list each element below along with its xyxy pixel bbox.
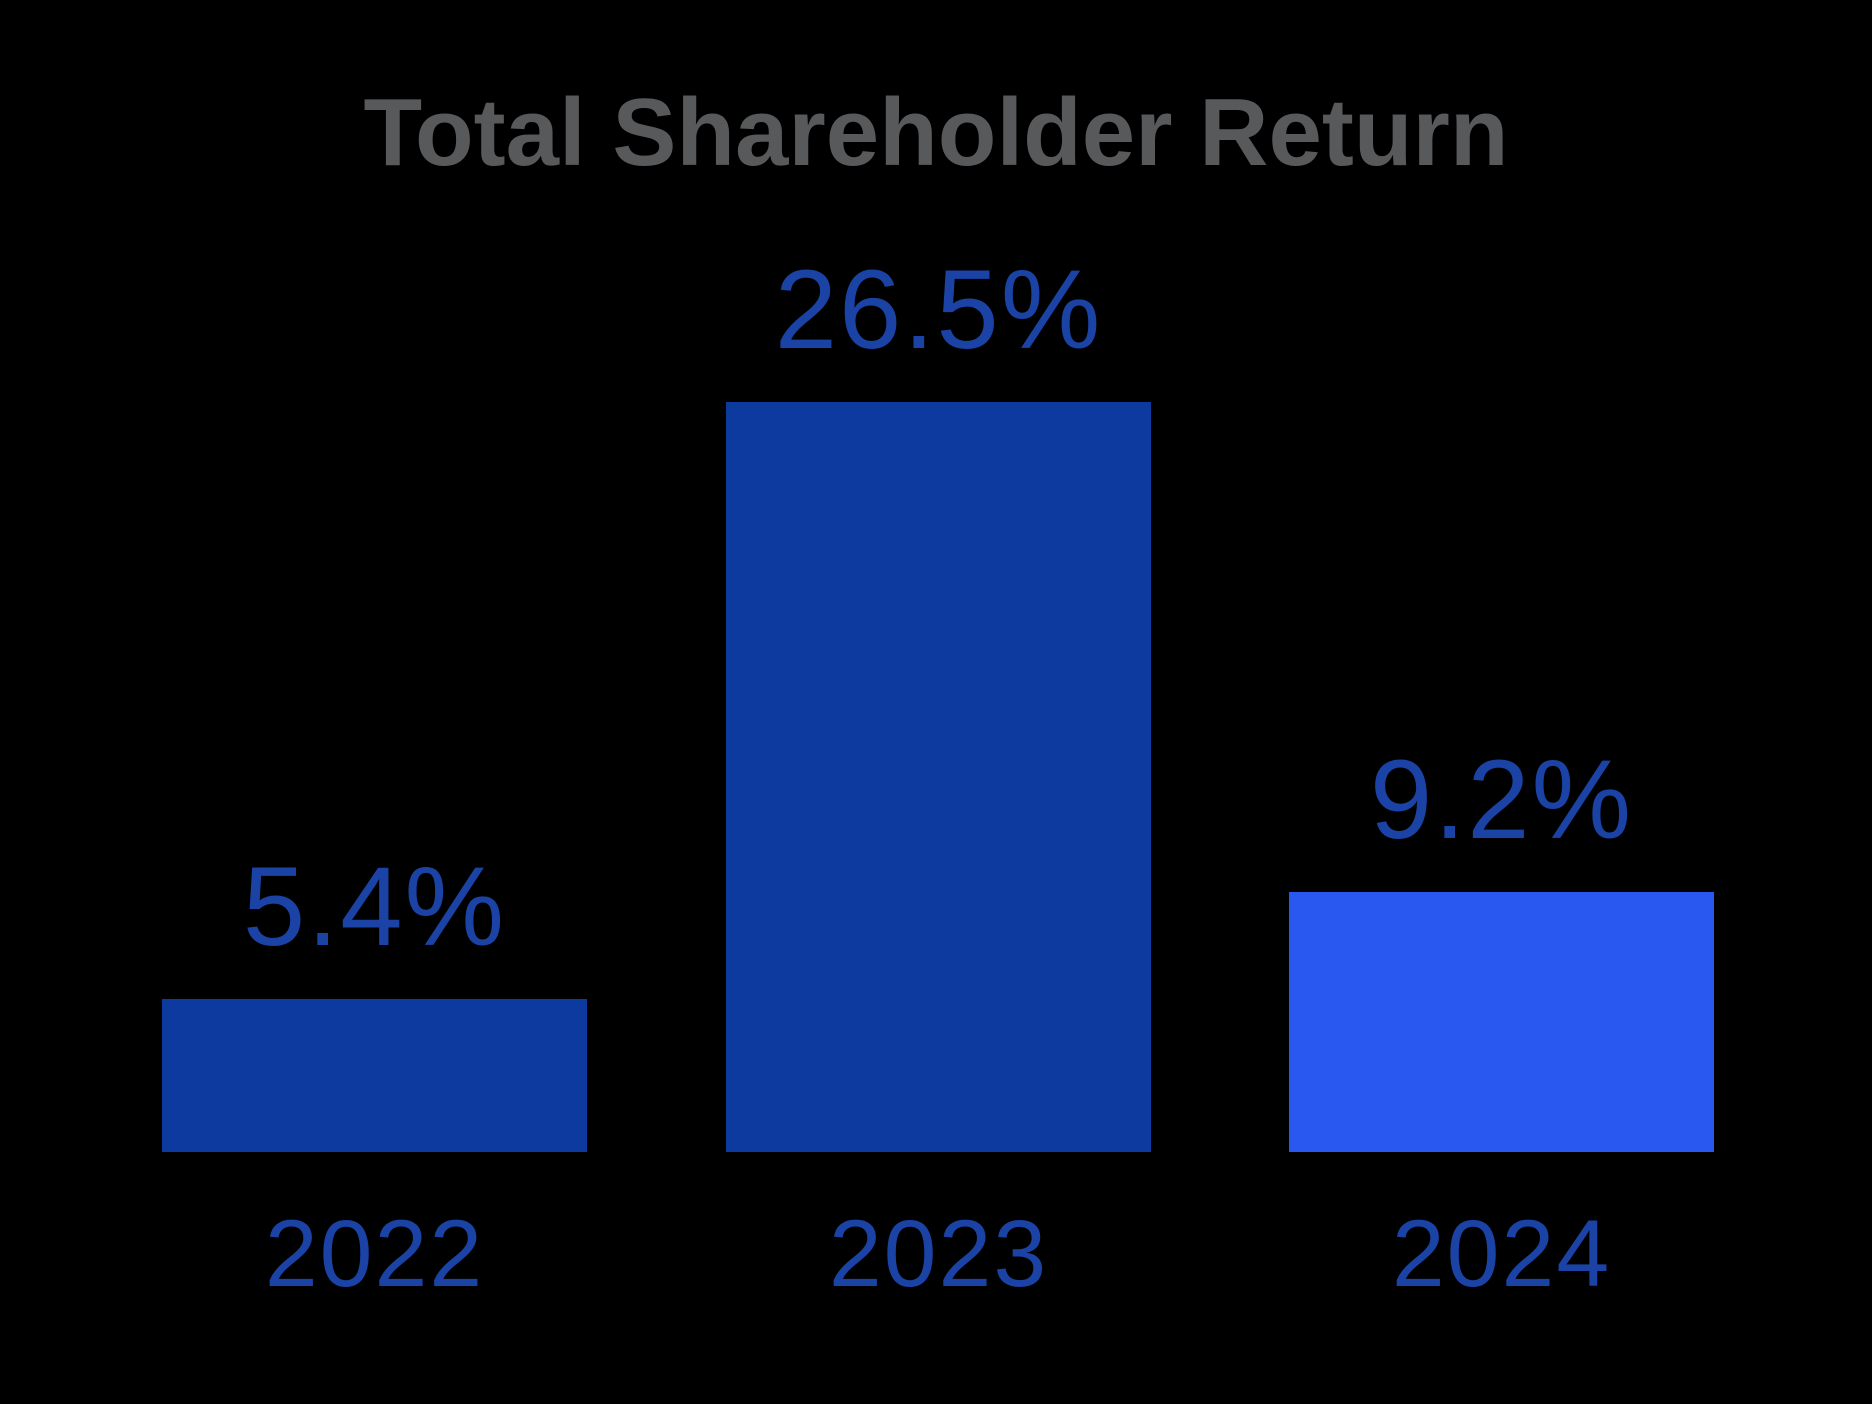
value-label-2023: 26.5% — [774, 247, 1103, 372]
bar-2023 — [726, 402, 1151, 1152]
axis-category-label-2022: 2022 — [264, 1201, 485, 1307]
axis-category-label-2023: 2023 — [828, 1201, 1049, 1307]
bar-2024 — [1289, 892, 1714, 1152]
axis-category-label-2024: 2024 — [1391, 1201, 1612, 1307]
chart-title: Total Shareholder Return — [363, 79, 1509, 186]
bar-2022 — [162, 999, 587, 1152]
value-label-2024: 9.2% — [1369, 737, 1634, 862]
value-label-2022: 5.4% — [242, 844, 507, 969]
